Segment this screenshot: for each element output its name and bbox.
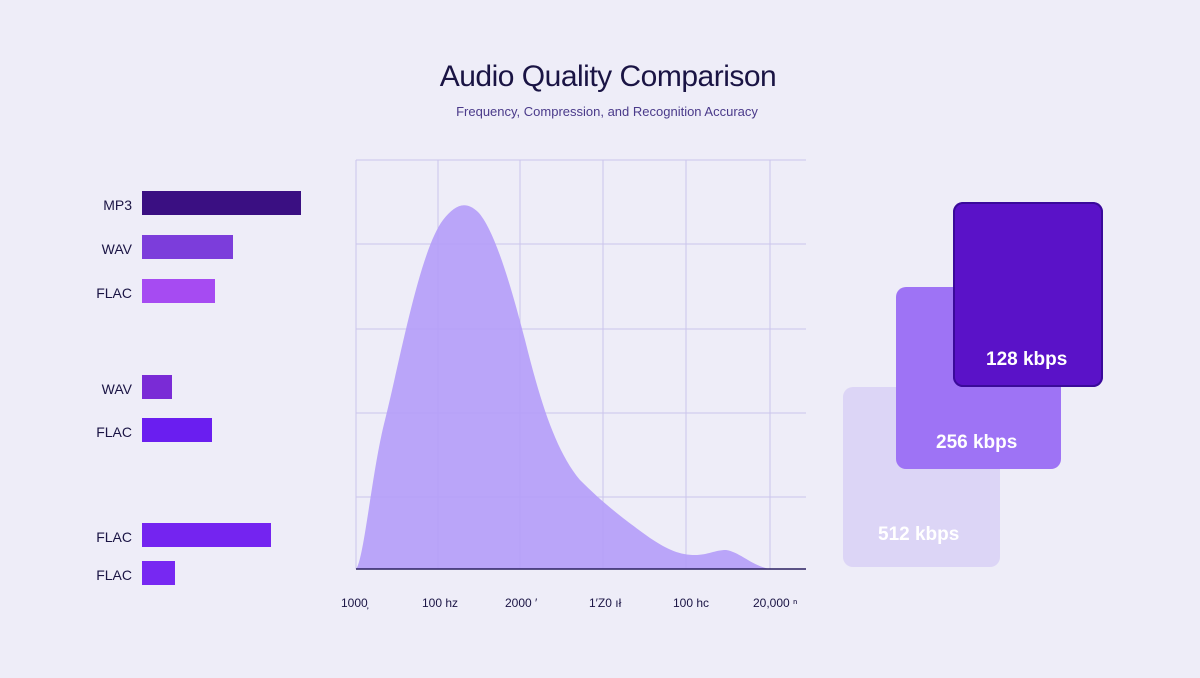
bitrate-card-label: 256 kbps xyxy=(936,432,1018,453)
bar xyxy=(142,191,301,215)
chart-subtitle: Frequency, Compression, and Recognition … xyxy=(456,104,758,119)
bar xyxy=(142,235,233,259)
bar-label: FLAC xyxy=(96,567,132,583)
bar-label: WAV xyxy=(101,381,132,397)
chart-title: Audio Quality Comparison xyxy=(439,60,777,93)
bar-label: MP3 xyxy=(103,197,132,213)
bar-label: FLAC xyxy=(96,424,132,440)
bar xyxy=(142,375,172,399)
bar xyxy=(142,279,215,303)
frequency-area xyxy=(356,205,770,569)
x-tick-label: 2000 ′ xyxy=(505,596,538,610)
bar-label: WAV xyxy=(101,241,132,257)
x-tick-label: 100 hc xyxy=(673,596,710,610)
x-tick-label: 1000̦ xyxy=(341,596,368,610)
bitrate-card-label: 128 kbps xyxy=(986,349,1068,370)
bar-label: FLAC xyxy=(96,529,132,545)
bar xyxy=(142,418,212,442)
bar-label: FLAC xyxy=(96,285,132,301)
x-tick-label: 1′Z0 ıł xyxy=(589,596,622,610)
x-tick-label: 100 hz xyxy=(422,596,459,610)
bar xyxy=(142,561,175,585)
bitrate-card: 128 kbps xyxy=(953,202,1103,387)
bar xyxy=(142,523,271,547)
x-tick-label: 20,000 ⁿ xyxy=(753,596,798,610)
bitrate-card-label: 512 kbps xyxy=(878,524,960,545)
